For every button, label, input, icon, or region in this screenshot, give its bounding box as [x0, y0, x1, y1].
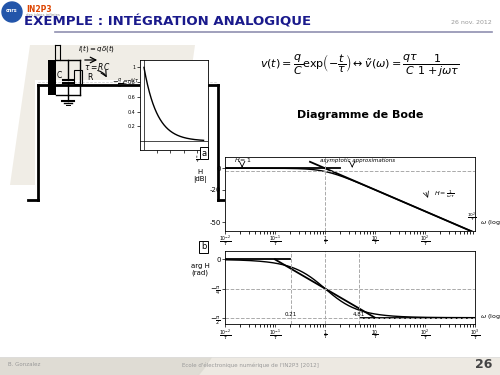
- Text: B. Gonzalez: B. Gonzalez: [8, 363, 40, 368]
- Y-axis label: H
|dB|: H |dB|: [193, 169, 207, 183]
- Text: a: a: [201, 149, 206, 158]
- Text: cnrs: cnrs: [6, 9, 18, 14]
- Text: $\omega$ (log): $\omega$ (log): [480, 218, 500, 227]
- Circle shape: [2, 2, 22, 22]
- Text: $H=1$: $H=1$: [234, 156, 252, 164]
- Text: $v(t)=\dfrac{q}{C}\exp\!\left(-\dfrac{t}{\tau}\right)\leftrightarrow\tilde{v}(\o: $v(t)=\dfrac{q}{C}\exp\!\left(-\dfrac{t}…: [260, 52, 460, 78]
- Bar: [48, 60, 56, 95]
- Text: asymptotic approximations: asymptotic approximations: [320, 158, 396, 163]
- Text: $-\frac{q}{C}e^{-t/\tau}$: $-\frac{q}{C}e^{-t/\tau}$: [112, 76, 140, 90]
- Text: $H=\frac{1}{\omega\tau}$: $H=\frac{1}{\omega\tau}$: [434, 188, 454, 200]
- Text: $\omega$ (log): $\omega$ (log): [480, 312, 500, 321]
- Text: 0.21: 0.21: [285, 312, 297, 316]
- Text: $\frac{10^2}{\tau}$: $\frac{10^2}{\tau}$: [468, 211, 477, 224]
- Text: 26 nov. 2012: 26 nov. 2012: [451, 20, 492, 24]
- Y-axis label: arg H
(rad): arg H (rad): [190, 263, 210, 276]
- Text: b: b: [201, 243, 206, 252]
- Text: 26: 26: [474, 358, 492, 372]
- Text: IN2P3: IN2P3: [26, 4, 52, 13]
- Text: EXEMPLE : INTÉGRATION ANALOGIQUE: EXEMPLE : INTÉGRATION ANALOGIQUE: [24, 15, 312, 28]
- Text: 4.81: 4.81: [353, 312, 365, 316]
- Polygon shape: [10, 45, 195, 185]
- Text: Ecole d'électronique numérique de l'IN2P3 [2012]: Ecole d'électronique numérique de l'IN2P…: [182, 362, 318, 368]
- Bar: [74, 70, 82, 84]
- Circle shape: [0, 120, 235, 375]
- Text: $\tau = RC$: $\tau = RC$: [84, 62, 110, 72]
- Text: des idées infinies: des idées infinies: [26, 13, 60, 17]
- Text: C: C: [57, 72, 62, 81]
- Text: Diagramme de Bode: Diagramme de Bode: [297, 110, 423, 120]
- Bar: [35, 80, 220, 205]
- Text: R: R: [87, 72, 92, 81]
- Text: $i(t) = q\delta(t)$: $i(t) = q\delta(t)$: [78, 43, 116, 54]
